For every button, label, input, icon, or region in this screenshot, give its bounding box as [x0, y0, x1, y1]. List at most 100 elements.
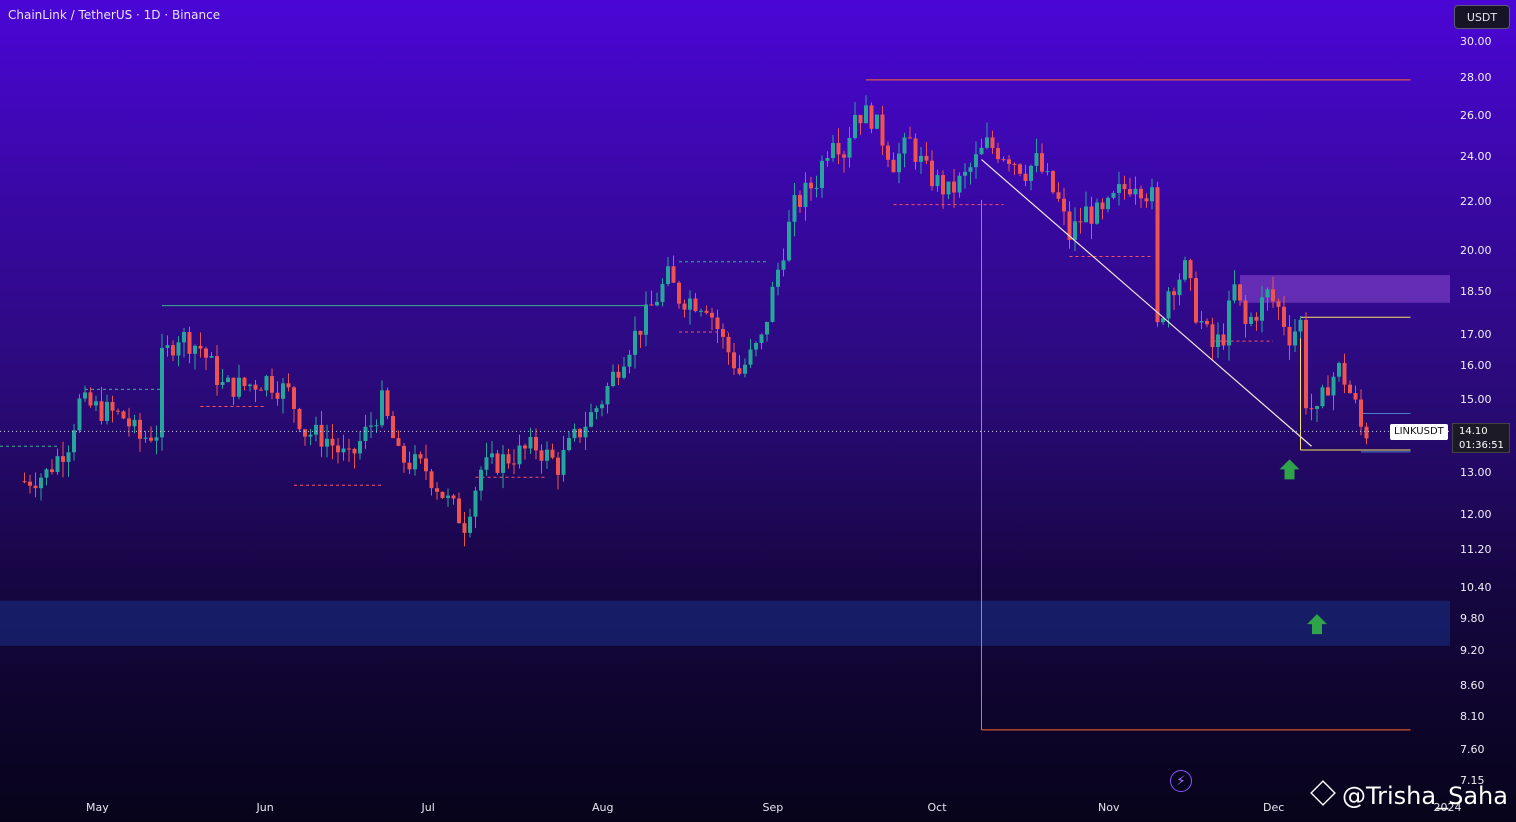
- candle-body: [671, 266, 676, 283]
- candle-body: [501, 454, 505, 473]
- candle-body: [1359, 399, 1363, 427]
- candle-body: [231, 377, 236, 397]
- candle-body: [798, 195, 802, 207]
- candle-body: [616, 371, 621, 378]
- candle-body: [1188, 260, 1193, 279]
- y-tick-label: 28.00: [1460, 71, 1492, 84]
- lightning-icon[interactable]: ⚡: [1170, 770, 1192, 792]
- x-tick-label: May: [86, 801, 109, 814]
- candle-body: [600, 404, 604, 409]
- candle-body: [633, 330, 637, 355]
- candle-body: [792, 195, 797, 222]
- candle-body: [831, 143, 835, 159]
- candle-body: [1221, 334, 1226, 346]
- candle-body: [627, 354, 632, 367]
- candle-body: [270, 376, 274, 393]
- candle-body: [242, 377, 247, 386]
- candle-body: [930, 160, 934, 187]
- y-tick-label: 11.20: [1460, 543, 1492, 557]
- candle-body: [1243, 300, 1248, 324]
- candle-body: [875, 114, 879, 129]
- candle-body: [704, 310, 709, 313]
- y-tick-label: 26.00: [1460, 109, 1492, 123]
- candle-body: [1034, 153, 1039, 166]
- candle-body: [127, 418, 131, 427]
- candle-body: [1353, 393, 1358, 400]
- candle-body: [55, 456, 60, 473]
- candle-body: [479, 469, 483, 491]
- candle-body: [864, 105, 868, 124]
- candle-body: [165, 345, 170, 348]
- candle-body: [985, 137, 989, 148]
- candle-body: [858, 114, 863, 124]
- candle-body: [292, 387, 296, 409]
- candle-body: [413, 454, 417, 470]
- y-tick-label: 8.10: [1460, 710, 1485, 723]
- binance-logo-icon: [1310, 780, 1336, 806]
- candle-body: [490, 453, 494, 458]
- candle-body: [869, 105, 874, 129]
- chart-title: ChainLink / TetherUS · 1D · Binance: [8, 8, 221, 22]
- candle-body: [1183, 260, 1187, 280]
- candle-body: [644, 304, 648, 335]
- candle-body: [1298, 319, 1303, 332]
- candle-body: [1062, 198, 1066, 212]
- candle-body: [1045, 171, 1050, 173]
- x-tick-label: Jun: [256, 801, 274, 814]
- candle-body: [699, 310, 703, 312]
- candle-body: [721, 329, 725, 337]
- candle-body: [204, 348, 208, 358]
- candle-body: [578, 428, 582, 438]
- candle-body: [187, 332, 192, 354]
- candle-body: [94, 401, 98, 406]
- y-tick-label: 30.00: [1460, 35, 1492, 49]
- candle-body: [919, 155, 923, 162]
- candle-body: [726, 336, 731, 353]
- candle-body: [814, 187, 819, 189]
- candle-body: [468, 516, 472, 533]
- candle-body: [594, 408, 599, 413]
- candle-body: [759, 334, 764, 344]
- candle-body: [1216, 334, 1220, 348]
- candle-body: [974, 154, 978, 168]
- candle-body: [622, 366, 626, 378]
- candle-body: [116, 410, 120, 412]
- candle-body: [1018, 164, 1022, 174]
- candle-body: [781, 260, 786, 270]
- candle-body: [770, 286, 775, 322]
- candle-body: [1337, 363, 1341, 377]
- candle-body: [22, 481, 27, 483]
- candle-body: [209, 356, 214, 358]
- candle-body: [847, 138, 852, 158]
- candle-body: [776, 269, 780, 287]
- candle-body: [880, 114, 885, 146]
- candle-body: [1078, 221, 1083, 223]
- candle-body: [99, 401, 104, 421]
- candle-body: [1265, 289, 1270, 298]
- candle-body: [1282, 306, 1286, 327]
- candle-body: [1122, 184, 1127, 190]
- candle-body: [605, 385, 610, 405]
- candle-body: [1331, 376, 1336, 396]
- candle-body: [1095, 202, 1099, 224]
- currency-button[interactable]: USDT: [1454, 5, 1510, 29]
- candle-body: [990, 137, 995, 149]
- candle-body: [968, 167, 973, 172]
- candle-body: [941, 175, 945, 195]
- y-tick-label: 22.00: [1460, 195, 1492, 209]
- y-tick-label: 7.60: [1460, 742, 1485, 756]
- candle-body: [561, 450, 566, 475]
- candle-body: [737, 368, 742, 374]
- candle-body: [380, 390, 384, 426]
- candle-body: [550, 449, 555, 458]
- candle-body: [539, 450, 544, 461]
- y-tick-label: 7.15: [1460, 774, 1485, 788]
- y-tick-label: 9.20: [1460, 644, 1485, 658]
- candle-body: [611, 371, 615, 386]
- y-tick-label: 9.80: [1460, 611, 1485, 625]
- candle-body: [347, 448, 351, 450]
- y-tick-label: 20.00: [1460, 244, 1492, 258]
- candle-body: [429, 471, 434, 489]
- candle-body: [83, 392, 87, 399]
